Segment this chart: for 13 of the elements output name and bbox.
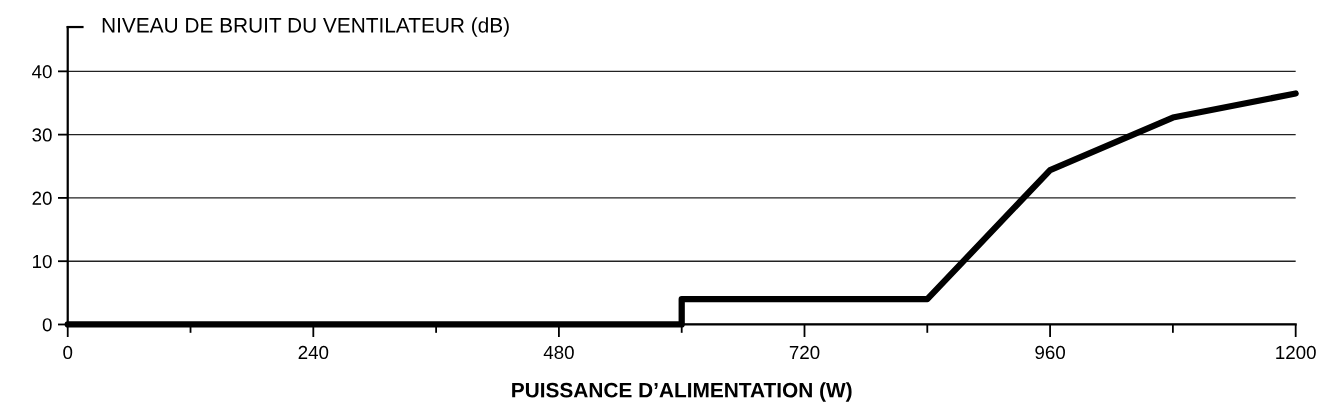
y-tick-label: 20 xyxy=(32,191,52,205)
y-axis-title: NIVEAU DE BRUIT DU VENTILATEUR (dB) xyxy=(102,17,509,37)
x-tick-label: 0 xyxy=(63,345,73,360)
x-tick-label: 960 xyxy=(1035,345,1065,360)
x-axis-title: PUISSANCE D’ALIMENTATION (W) xyxy=(512,382,852,402)
x-tick-label: 480 xyxy=(543,345,574,360)
y-tick-label: 10 xyxy=(33,254,52,269)
x-tick-label: 720 xyxy=(789,345,820,360)
x-tick-label: 1200 xyxy=(1276,345,1316,360)
y-tick-label: 0 xyxy=(42,318,52,332)
y-tick-label: 30 xyxy=(32,128,52,142)
x-tick-label: 240 xyxy=(298,345,329,360)
y-tick-label: 40 xyxy=(32,65,52,79)
